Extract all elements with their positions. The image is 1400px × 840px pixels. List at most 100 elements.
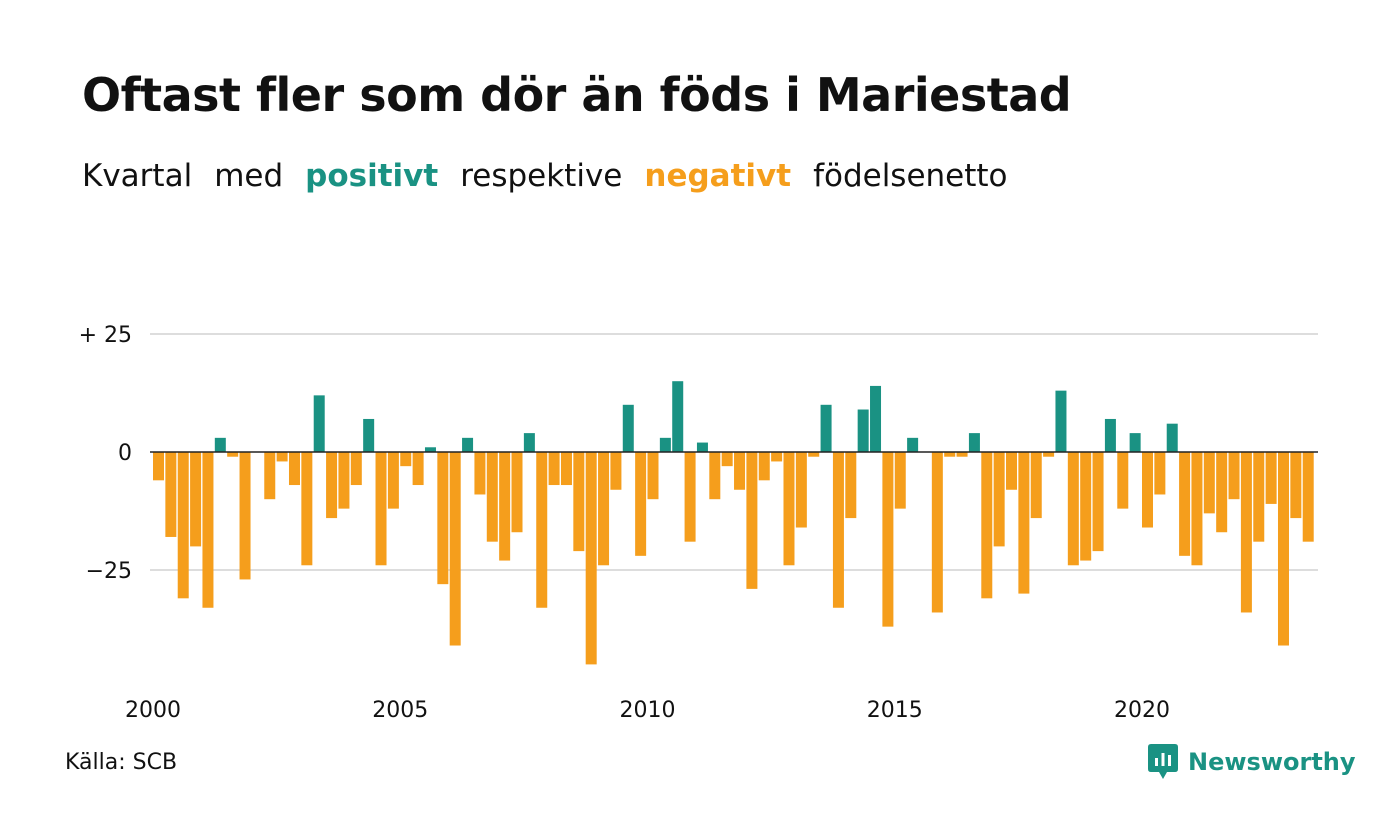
bar-negative bbox=[894, 452, 906, 509]
bar-positive bbox=[1104, 418, 1116, 452]
bar-negative bbox=[931, 452, 943, 613]
bar-negative bbox=[684, 452, 696, 542]
bar-negative bbox=[387, 452, 399, 509]
bar-negative bbox=[499, 452, 511, 561]
subtitle-word: Kvartal bbox=[82, 158, 193, 194]
bar-negative bbox=[536, 452, 548, 608]
bar-negative bbox=[239, 452, 251, 580]
bar-negative bbox=[635, 452, 647, 556]
bar-negative bbox=[511, 452, 523, 533]
bar-positive bbox=[214, 437, 226, 452]
source-note: Källa: SCB bbox=[65, 750, 178, 775]
bar-positive bbox=[672, 381, 684, 452]
bar-negative bbox=[1191, 452, 1203, 566]
bar-positive bbox=[968, 433, 980, 452]
x-tick-label: 2020 bbox=[1114, 698, 1170, 723]
bar-negative bbox=[1154, 452, 1166, 495]
bar-negative bbox=[1080, 452, 1092, 561]
bar-negative bbox=[1117, 452, 1129, 509]
bar-negative bbox=[548, 452, 560, 486]
x-tick-label: 2005 bbox=[372, 698, 428, 723]
bar-positive bbox=[696, 442, 708, 452]
bar-negative bbox=[1216, 452, 1228, 533]
bar-negative bbox=[326, 452, 338, 519]
bar-negative bbox=[449, 452, 461, 646]
bar-positive bbox=[523, 433, 535, 452]
bar-negative bbox=[375, 452, 387, 566]
y-tick-label: −25 bbox=[86, 559, 132, 584]
bar-negative bbox=[1240, 452, 1252, 613]
bar-negative bbox=[832, 452, 844, 608]
bar-negative bbox=[400, 452, 412, 467]
bar-negative bbox=[845, 452, 857, 519]
bar-negative bbox=[1302, 452, 1314, 542]
bar-negative bbox=[1067, 452, 1079, 566]
x-tick-label: 2010 bbox=[620, 698, 676, 723]
bar-negative bbox=[709, 452, 721, 500]
subtitle-word: respektive bbox=[460, 158, 623, 194]
bar-negative bbox=[1018, 452, 1030, 594]
y-tick-label: + 25 bbox=[79, 323, 132, 348]
bar-positive bbox=[1166, 423, 1178, 452]
bar-negative bbox=[276, 452, 288, 462]
bar-negative bbox=[573, 452, 585, 552]
bar-negative bbox=[758, 452, 770, 481]
bar-negative bbox=[264, 452, 276, 500]
bar-positive bbox=[424, 447, 436, 452]
bar-negative bbox=[610, 452, 622, 490]
bar-negative bbox=[598, 452, 610, 566]
bar-negative bbox=[795, 452, 807, 528]
subtitle-word: födelsenetto bbox=[813, 158, 1008, 194]
bar-positive bbox=[820, 404, 832, 452]
bar-negative bbox=[1043, 452, 1055, 457]
bar-positive bbox=[907, 437, 919, 452]
bar-negative bbox=[301, 452, 313, 566]
bar-negative bbox=[1290, 452, 1302, 519]
bar-negative bbox=[1203, 452, 1215, 514]
chart-subtitle: Kvartal med positivt respektive negativt föde… bbox=[82, 158, 1030, 194]
bar-negative bbox=[734, 452, 746, 490]
brand-logo: Newsworthy bbox=[1148, 744, 1356, 780]
bar-negative bbox=[412, 452, 424, 486]
bar-negative bbox=[993, 452, 1005, 547]
bar-negative bbox=[177, 452, 189, 599]
bar-negative bbox=[783, 452, 795, 566]
subtitle-word: med bbox=[214, 158, 284, 194]
bar-negative bbox=[560, 452, 572, 486]
bar-negative bbox=[190, 452, 202, 547]
bar-negative bbox=[721, 452, 733, 467]
bar-negative bbox=[350, 452, 362, 486]
bar-negative bbox=[647, 452, 659, 500]
bar-negative bbox=[474, 452, 486, 495]
bar-positive bbox=[857, 409, 869, 452]
bar-negative bbox=[165, 452, 177, 537]
bar-negative bbox=[1265, 452, 1277, 504]
bar-positive bbox=[363, 418, 375, 452]
bar-negative bbox=[746, 452, 758, 589]
bar-negative bbox=[437, 452, 449, 585]
bar-negative bbox=[585, 452, 597, 665]
bar-negative bbox=[288, 452, 300, 486]
bar-positive bbox=[870, 385, 882, 452]
bar-positive bbox=[659, 437, 671, 452]
bar-negative bbox=[1228, 452, 1240, 500]
bar-positive bbox=[462, 437, 474, 452]
newsworthy-logo-icon bbox=[1148, 744, 1178, 779]
bar-negative bbox=[1142, 452, 1153, 528]
bar-negative bbox=[956, 452, 968, 457]
bar-negative bbox=[944, 452, 956, 457]
chart-title: Oftast fler som dör än föds i Mariestad bbox=[82, 68, 1072, 122]
bar-negative bbox=[1092, 452, 1104, 552]
bar-negative bbox=[1179, 452, 1191, 556]
bar-negative bbox=[771, 452, 783, 462]
bar-negative bbox=[227, 452, 239, 457]
x-tick-label: 2015 bbox=[867, 698, 923, 723]
bar-negative bbox=[1030, 452, 1042, 519]
y-tick-label: 0 bbox=[118, 441, 132, 466]
bar-negative bbox=[1277, 452, 1289, 646]
bar-negative bbox=[202, 452, 214, 608]
bar-negative bbox=[1253, 452, 1265, 542]
bar-negative bbox=[981, 452, 993, 599]
subtitle-positive-label: positivt bbox=[305, 158, 439, 194]
